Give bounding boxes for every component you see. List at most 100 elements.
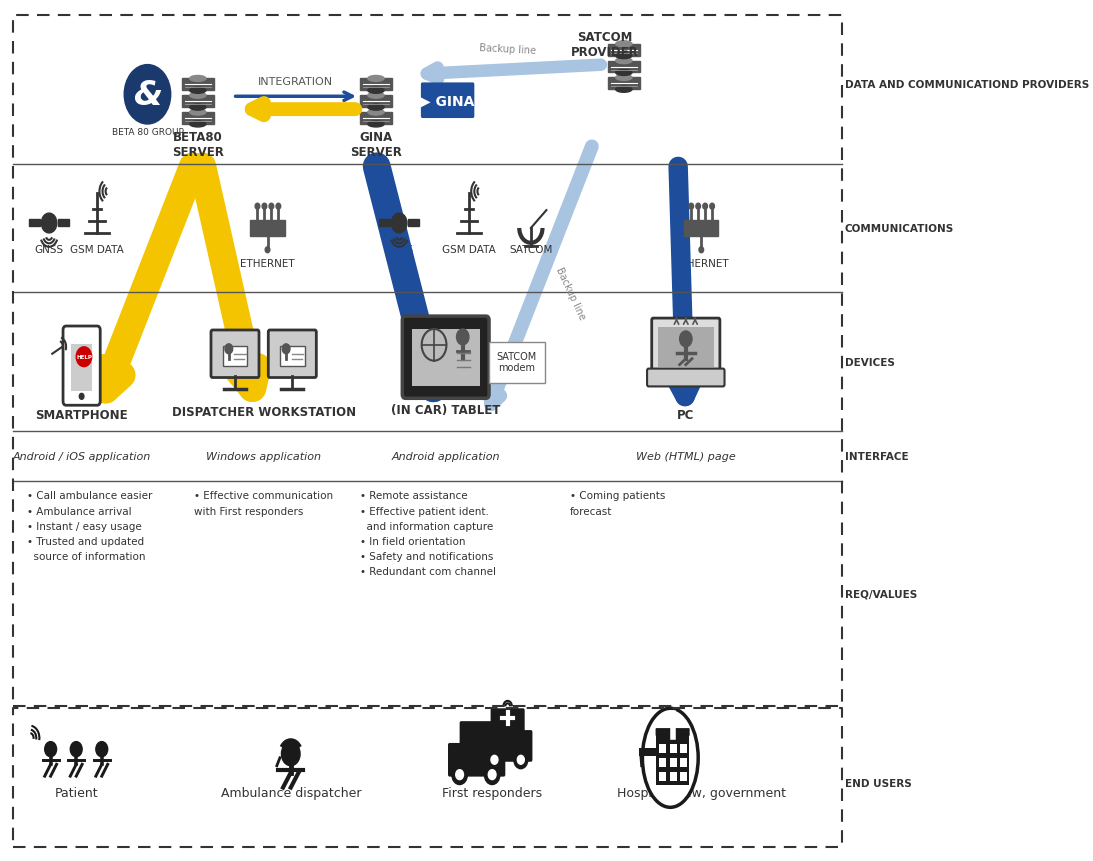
Text: GNSS: GNSS [35,245,63,255]
Circle shape [282,344,290,355]
Circle shape [42,214,57,233]
Ellipse shape [615,71,632,77]
Ellipse shape [615,41,632,47]
Text: Windows application: Windows application [207,451,321,461]
Bar [409,220,420,226]
Ellipse shape [190,122,205,127]
FancyBboxPatch shape [489,343,544,384]
Circle shape [487,751,502,769]
Circle shape [391,214,407,233]
Text: DISPATCHER WORKSTATION: DISPATCHER WORKSTATION [172,406,355,418]
Bar [659,771,667,781]
Circle shape [709,204,715,210]
Text: INTEGRATION: INTEGRATION [258,77,333,87]
Circle shape [698,247,704,253]
Circle shape [689,204,694,210]
Circle shape [484,765,500,784]
Bar [250,220,284,237]
Text: DEVICES: DEVICES [845,357,894,368]
Circle shape [125,65,171,125]
Text: HELP: HELP [77,355,92,360]
Bar [608,45,640,57]
Bar [280,346,305,366]
Bar [181,113,214,125]
Bar [360,113,392,125]
Ellipse shape [190,77,205,83]
Circle shape [80,393,84,400]
FancyBboxPatch shape [651,319,720,375]
FancyBboxPatch shape [448,743,505,777]
Bar [608,61,640,73]
Bar [181,79,214,91]
Ellipse shape [190,88,205,94]
Bar [608,78,640,90]
Ellipse shape [615,76,632,81]
Text: ETHERNET: ETHERNET [674,258,729,269]
Bar [659,758,667,767]
Bar [639,748,662,756]
Ellipse shape [615,53,632,59]
Ellipse shape [190,93,205,99]
Circle shape [269,204,273,210]
Circle shape [225,344,233,355]
Text: Ambulance dispatcher: Ambulance dispatcher [221,785,361,799]
Text: &: & [133,78,162,112]
Bar [71,344,93,392]
Text: END USERS: END USERS [845,777,912,788]
Text: SATCOM
PROVIDER: SATCOM PROVIDER [571,31,638,59]
Text: ▶ GINA: ▶ GINA [420,94,474,108]
Text: GNSS: GNSS [385,245,414,255]
Bar [360,96,392,108]
Bar [670,758,677,767]
FancyBboxPatch shape [402,317,489,399]
Ellipse shape [615,59,632,65]
Circle shape [456,770,463,780]
Circle shape [451,765,468,784]
Ellipse shape [368,122,384,127]
Bar [659,744,667,753]
Bar [412,330,480,387]
Text: Patient: Patient [55,785,98,799]
Text: REQ/VALUES: REQ/VALUES [845,589,917,598]
Text: COMMUNICATIONS: COMMUNICATIONS [845,224,954,233]
Circle shape [703,204,707,210]
Text: Android / iOS application: Android / iOS application [12,451,151,461]
Ellipse shape [190,110,205,116]
Text: • Call ambulance easier
• Ambulance arrival
• Instant / easy usage
• Trusted and: • Call ambulance easier • Ambulance arri… [27,491,153,561]
Circle shape [491,755,498,765]
Bar [379,220,390,226]
Text: First responders: First responders [442,785,542,799]
Text: SMARTPHONE: SMARTPHONE [35,409,128,422]
Text: GSM DATA: GSM DATA [70,245,124,255]
FancyBboxPatch shape [421,84,474,119]
Bar [223,346,247,366]
Bar [670,744,677,753]
Text: Hospital crew, government: Hospital crew, government [616,785,786,799]
Bar [670,771,677,781]
Circle shape [514,751,528,769]
Circle shape [680,331,692,347]
Circle shape [45,741,57,757]
Text: • Effective communication
with First responders: • Effective communication with First res… [193,491,333,516]
FancyBboxPatch shape [460,722,492,747]
FancyBboxPatch shape [647,369,725,387]
FancyBboxPatch shape [656,728,690,736]
Circle shape [255,204,260,210]
Text: DATA AND COMMUNICATIOND PROVIDERS: DATA AND COMMUNICATIOND PROVIDERS [845,80,1089,90]
Circle shape [96,741,108,757]
Circle shape [262,204,267,210]
Text: Backup line: Backup line [479,43,537,56]
Circle shape [457,330,469,345]
FancyBboxPatch shape [491,709,525,734]
Bar [360,79,392,91]
Ellipse shape [368,110,384,116]
Text: ETHERNET: ETHERNET [240,258,295,269]
Bar [181,96,214,108]
Text: GINA
SERVER: GINA SERVER [350,131,402,158]
Text: BETA 80 GROUP: BETA 80 GROUP [111,127,184,137]
Circle shape [282,742,301,765]
Text: SATCOM
modem: SATCOM modem [497,351,537,373]
Text: Android application: Android application [391,451,500,461]
Circle shape [517,755,525,765]
Text: PC: PC [677,409,694,422]
